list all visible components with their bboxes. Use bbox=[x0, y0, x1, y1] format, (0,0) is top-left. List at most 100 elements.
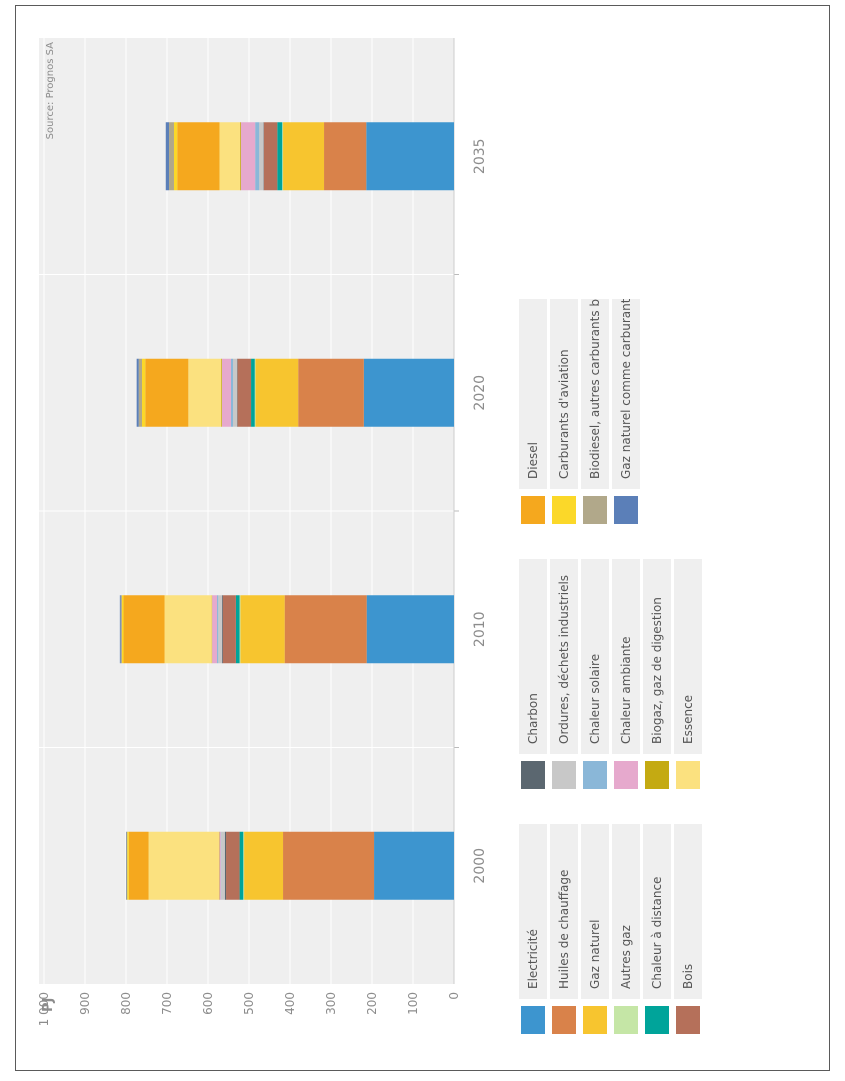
x-tick-label: 2020 bbox=[472, 375, 488, 411]
x-tick-labels: 2000 2010 2020 2035 bbox=[472, 138, 488, 883]
legend-label: Chaleur ambiante bbox=[612, 559, 640, 754]
legend-label: Chaleur solaire bbox=[581, 559, 609, 754]
bar-segment bbox=[165, 595, 212, 663]
bar-segment bbox=[166, 122, 169, 190]
legend-label: Gaz naturel comme carburant bbox=[612, 299, 640, 489]
bar-segment bbox=[324, 122, 366, 190]
legend-swatch bbox=[583, 496, 607, 524]
bar-segment bbox=[212, 595, 217, 663]
legend-label: Biodiesel, autres carburants biogènes bbox=[581, 299, 609, 489]
legend-item: Gaz naturel bbox=[581, 824, 609, 1034]
legend-item: Bois bbox=[674, 824, 702, 1034]
legend-item: Essence bbox=[674, 559, 702, 789]
bar-segment bbox=[256, 359, 299, 427]
bar-segment bbox=[137, 359, 139, 427]
bar-segment bbox=[282, 122, 283, 190]
legend-label: Bois bbox=[674, 824, 702, 999]
legend-label: Chaleur à distance bbox=[643, 824, 671, 999]
bar-segment bbox=[221, 832, 225, 900]
bar-segment bbox=[174, 122, 177, 190]
bar-segment bbox=[236, 595, 240, 663]
bar-segment bbox=[126, 832, 127, 900]
legend-label: Gaz naturel bbox=[581, 824, 609, 999]
bar-segment bbox=[259, 122, 263, 190]
y-tick-label: 500 bbox=[242, 992, 256, 1015]
bar-segment bbox=[223, 595, 236, 663]
legend-label: Diesel bbox=[519, 299, 547, 489]
bar-segment bbox=[238, 359, 252, 427]
bar-segment bbox=[221, 359, 222, 427]
legend-label: Biogaz, gaz de digestion bbox=[643, 559, 671, 754]
x-tick-label: 2000 bbox=[472, 848, 488, 884]
legend-item: Chaleur à distance bbox=[643, 824, 671, 1034]
bar-segment bbox=[177, 122, 219, 190]
bar-segment bbox=[127, 832, 129, 900]
bar-segment bbox=[142, 359, 145, 427]
y-tick-label: 700 bbox=[160, 992, 174, 1015]
x-tick-label: 2035 bbox=[472, 138, 488, 174]
legend-label: Carburants d'aviation bbox=[550, 299, 578, 489]
bar-segment bbox=[240, 595, 241, 663]
legend-swatch bbox=[521, 496, 545, 524]
bar-segment bbox=[120, 595, 121, 663]
bar-segment bbox=[241, 122, 255, 190]
legend-swatch bbox=[552, 496, 576, 524]
legend-swatch bbox=[521, 1006, 545, 1034]
legend-label: Essence bbox=[674, 559, 702, 754]
legend-label: Charbon bbox=[519, 559, 547, 754]
bar-segment bbox=[217, 595, 218, 663]
bar-segment bbox=[374, 832, 454, 900]
bar-segment bbox=[244, 832, 283, 900]
bar-segment bbox=[283, 832, 374, 900]
rotated-figure: 0 100 200 300 400 500 600 700 800 900 1 000 2000 20… bbox=[24, 24, 634, 1034]
y-tick-label: 900 bbox=[78, 992, 92, 1015]
legend-label: Electricité bbox=[519, 824, 547, 999]
bar-segment bbox=[145, 359, 188, 427]
bar-segment bbox=[139, 359, 142, 427]
legend-item: Diesel bbox=[519, 299, 547, 524]
y-tick-labels: 0 100 200 300 400 500 600 700 800 900 1 000 bbox=[37, 992, 461, 1026]
bar-segment bbox=[169, 122, 174, 190]
legend-swatch bbox=[521, 761, 545, 789]
bar-segment bbox=[222, 359, 231, 427]
bar-segment bbox=[366, 122, 454, 190]
y-tick-label: 200 bbox=[365, 992, 379, 1015]
bar-segment bbox=[285, 595, 367, 663]
legend-swatch bbox=[676, 1006, 700, 1034]
legend-item: Ordures, déchets industriels bbox=[550, 559, 578, 789]
bar-segment bbox=[231, 359, 233, 427]
bar-segment bbox=[225, 832, 226, 900]
bar-segment bbox=[219, 122, 240, 190]
bar-segment bbox=[240, 595, 284, 663]
legend-swatch bbox=[614, 1006, 638, 1034]
bar-segment bbox=[255, 122, 259, 190]
bar-segment bbox=[251, 359, 255, 427]
bar-segment bbox=[264, 122, 278, 190]
legend-swatch bbox=[676, 761, 700, 789]
legend-item: Charbon bbox=[519, 559, 547, 789]
bar-segment bbox=[218, 595, 222, 663]
legend-swatch bbox=[645, 1006, 669, 1034]
legend-swatch bbox=[583, 761, 607, 789]
x-tick-label: 2010 bbox=[472, 611, 488, 647]
legend-label: Ordures, déchets industriels bbox=[550, 559, 578, 754]
y-tick-label: 600 bbox=[201, 992, 215, 1015]
bar-segment bbox=[240, 832, 244, 900]
legend-label: Huiles de chauffage bbox=[550, 824, 578, 999]
legend-label: Autres gaz bbox=[612, 824, 640, 999]
bar-segment bbox=[222, 595, 223, 663]
bar-segment bbox=[124, 595, 165, 663]
bar-segment bbox=[149, 832, 220, 900]
y-tick-label: 400 bbox=[283, 992, 297, 1015]
legend-item: Chaleur solaire bbox=[581, 559, 609, 789]
legend-item: Autres gaz bbox=[612, 824, 640, 1034]
legend-swatch bbox=[552, 1006, 576, 1034]
y-tick-label: 300 bbox=[324, 992, 338, 1015]
legend-item: Chaleur ambiante bbox=[612, 559, 640, 789]
bar-segment bbox=[233, 359, 237, 427]
bar-segment bbox=[129, 832, 149, 900]
y-tick-label: 100 bbox=[406, 992, 420, 1015]
legend-item: Gaz naturel comme carburant bbox=[612, 299, 640, 524]
bar-segment bbox=[277, 122, 282, 190]
